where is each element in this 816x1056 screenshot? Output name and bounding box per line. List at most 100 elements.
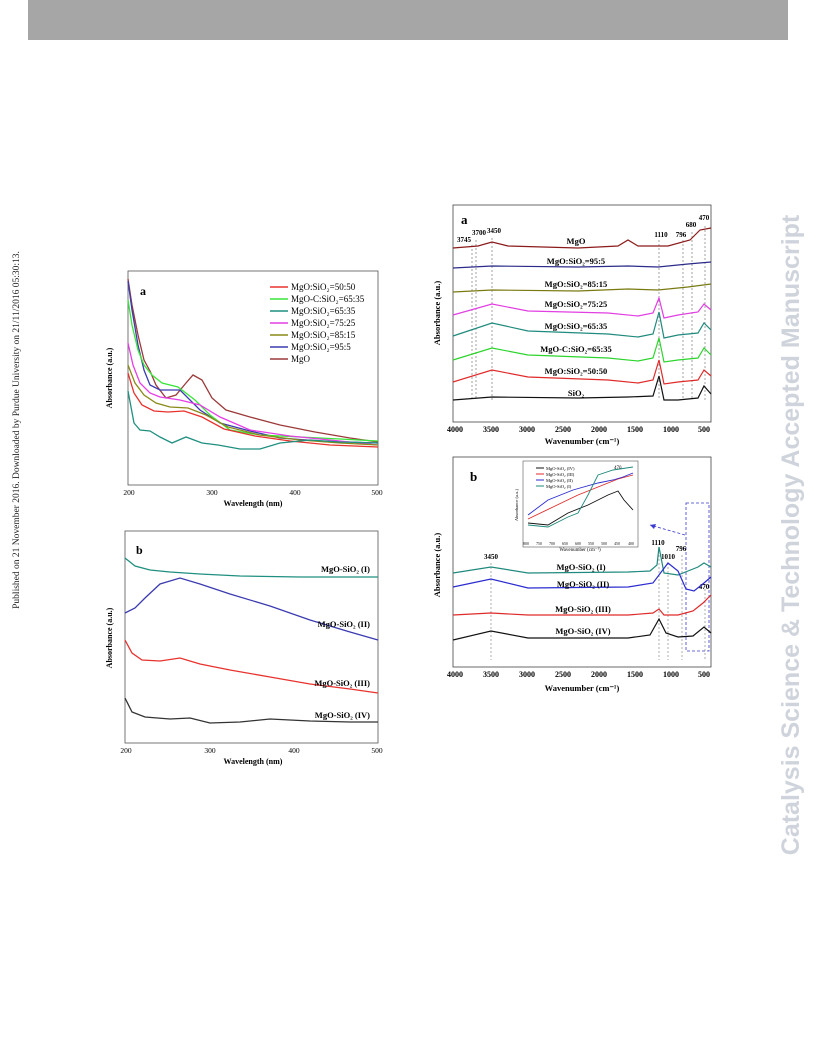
x-tick-label: 500 xyxy=(371,488,383,497)
panel-label: a xyxy=(140,284,146,298)
inset-x-tick-label: 800 xyxy=(523,542,529,546)
legend-item: MgO:SiO₂=75:25 xyxy=(291,318,356,328)
y-axis-label: Absorbance (a.u.) xyxy=(105,607,114,668)
x-tick-label: 3000 xyxy=(519,425,535,434)
x-tick-label: 300 xyxy=(206,488,218,497)
x-tick-label: 1000 xyxy=(663,670,679,679)
inset-x-tick-label: 400 xyxy=(628,542,634,546)
curve-label: MgO-C:SiO₂=65:35 xyxy=(540,344,612,354)
legend-item: MgO:SiO₂=85:15 xyxy=(291,330,356,340)
inset-legend-item: MgO-SiO₂ (III) xyxy=(546,472,575,477)
x-tick-label: 3500 xyxy=(483,670,499,679)
curve-label: MgO-SiO₂ (I) xyxy=(321,564,370,574)
peak-label: 1110 xyxy=(654,231,668,239)
inset-x-axis-label: Wavenumber (cm⁻¹) xyxy=(559,547,601,553)
inset-x-tick-label: 500 xyxy=(601,542,607,546)
inset-x-tick-label: 750 xyxy=(536,542,542,546)
curve-label: MgO:SiO₂=50:50 xyxy=(545,366,608,376)
peak-label: 796 xyxy=(676,545,687,553)
peak-label: 796 xyxy=(676,231,687,239)
curve-label: MgO:SiO₂=75:25 xyxy=(545,299,608,309)
watermark-text: Catalysis Science & Technology Accepted … xyxy=(777,214,805,856)
peak-label: 680 xyxy=(686,221,697,229)
inset-y-axis-label: Absorbance (a.u.) xyxy=(514,488,519,521)
x-tick-label: 4000 xyxy=(447,425,463,434)
x-tick-label: 2000 xyxy=(591,670,607,679)
legend-item: MgO-C:SiO₂=65:35 xyxy=(291,294,365,304)
panel-label: b xyxy=(470,469,477,484)
x-tick-label: 3000 xyxy=(519,670,535,679)
x-tick-label: 1000 xyxy=(663,425,679,434)
legend: MgO:SiO₂=50:50 MgO-C:SiO₂=65:35 MgO:SiO₂… xyxy=(270,282,365,364)
peak-label: 3450 xyxy=(484,553,499,561)
x-tick-label: 500 xyxy=(698,670,710,679)
x-tick-label: 4000 xyxy=(447,670,463,679)
x-tick-label: 3500 xyxy=(483,425,499,434)
curve-label: MgO-SiO₂ (III) xyxy=(555,604,611,614)
x-tick-label: 2500 xyxy=(555,425,571,434)
publication-notice: Published on 21 November 2016. Downloade… xyxy=(12,210,27,650)
y-axis-label: Absorbance (a.u.) xyxy=(432,533,442,598)
x-axis-label: Wavenumber (cm⁻¹) xyxy=(545,683,620,693)
curve-label: MgO-SiO₂ (IV) xyxy=(315,710,370,720)
curve-label: MgO-SiO₂ (II) xyxy=(318,619,371,629)
peak-label: 470 xyxy=(699,214,710,222)
peak-label: 470 xyxy=(699,583,710,591)
ftir-figure-b: b MgO-SiO₂ (IV) MgO-SiO₂ (III) MgO-SiO₂ … xyxy=(428,455,718,697)
inset-x-tick-label: 550 xyxy=(588,542,594,546)
ftir-figure-a: a 3745 3700 3450 1110 796 680 470 MgO Mg… xyxy=(428,200,718,450)
curve-label: MgO-SiO₂ (IV) xyxy=(555,626,610,636)
x-tick-label: 400 xyxy=(289,488,301,497)
inset-legend-item: MgO-SiO₂ (II) xyxy=(546,478,573,483)
x-tick-label: 500 xyxy=(698,425,710,434)
legend-item: MgO:SiO₂=65:35 xyxy=(291,306,356,316)
curve-label: MgO-SiO₂ (III) xyxy=(314,678,370,688)
inset-legend-item: MgO-SiO₂ (IV) xyxy=(546,466,575,471)
x-axis-label: Wavelength (nm) xyxy=(224,499,283,508)
curve-label: SiO₂ xyxy=(568,388,585,398)
header-bar xyxy=(28,0,788,40)
x-tick-label: 400 xyxy=(288,746,300,755)
x-tick-label: 200 xyxy=(123,488,135,497)
x-tick-label: 2000 xyxy=(591,425,607,434)
peak-label: 3700 xyxy=(472,229,487,237)
curve-label: MgO-SiO₂ (II) xyxy=(557,579,610,589)
panel-label: b xyxy=(136,543,143,557)
uv-vis-figure-b: b MgO-SiO₂ (I) MgO-SiO₂ (II) MgO-SiO₂ (I… xyxy=(100,528,385,773)
x-tick-label: 2500 xyxy=(555,670,571,679)
inset-plot: MgO-SiO₂ (IV) MgO-SiO₂ (III) MgO-SiO₂ (I… xyxy=(514,460,639,553)
inset-x-tick-label: 600 xyxy=(575,542,581,546)
x-tick-label: 300 xyxy=(204,746,216,755)
x-axis-label: Wavenumber (cm⁻¹) xyxy=(545,436,620,446)
watermark: Catalysis Science & Technology Accepted … xyxy=(775,120,811,950)
curve-label: MgO xyxy=(567,236,586,246)
legend-item: MgO xyxy=(291,354,311,364)
curve-label: MgO:SiO₂=85:15 xyxy=(545,279,608,289)
y-axis-label: Absorbance (a.u.) xyxy=(432,281,442,346)
inset-peak-label: 470 xyxy=(614,466,622,471)
panel-label: a xyxy=(461,212,468,227)
x-tick-label: 500 xyxy=(371,746,383,755)
inset-x-tick-label: 450 xyxy=(614,542,620,546)
y-axis-label: Absorbance (a.u.) xyxy=(105,347,114,408)
curve-label: MgO-SiO₂ (I) xyxy=(556,562,605,572)
x-tick-label: 1500 xyxy=(627,425,643,434)
highlight-box xyxy=(685,502,710,652)
legend-item: MgO:SiO₂=95:5 xyxy=(291,342,351,352)
x-tick-label: 200 xyxy=(120,746,132,755)
inset-x-tick-label: 650 xyxy=(562,542,568,546)
curve-label: MgO:SiO₂=95:5 xyxy=(547,256,605,266)
publication-notice-text: Published on 21 November 2016. Downloade… xyxy=(12,251,22,609)
x-axis-label: Wavelength (nm) xyxy=(224,757,283,766)
peak-label: 3450 xyxy=(487,227,502,235)
x-tick-label: 1500 xyxy=(627,670,643,679)
peak-label: 1110 xyxy=(651,539,665,547)
legend-item: MgO:SiO₂=50:50 xyxy=(291,282,356,292)
arrow-head-icon xyxy=(650,524,656,529)
uv-vis-figure-a: a MgO:SiO₂=50:50 MgO-C:SiO₂=65:35 MgO:Si… xyxy=(100,265,385,510)
curve-label: MgO:SiO₂=65:35 xyxy=(545,321,608,331)
highlight-arrow xyxy=(649,524,686,536)
peak-label: 1010 xyxy=(661,553,676,561)
peak-label: 3745 xyxy=(457,236,472,244)
inset-legend-item: MgO-SiO₂ (I) xyxy=(546,484,572,489)
